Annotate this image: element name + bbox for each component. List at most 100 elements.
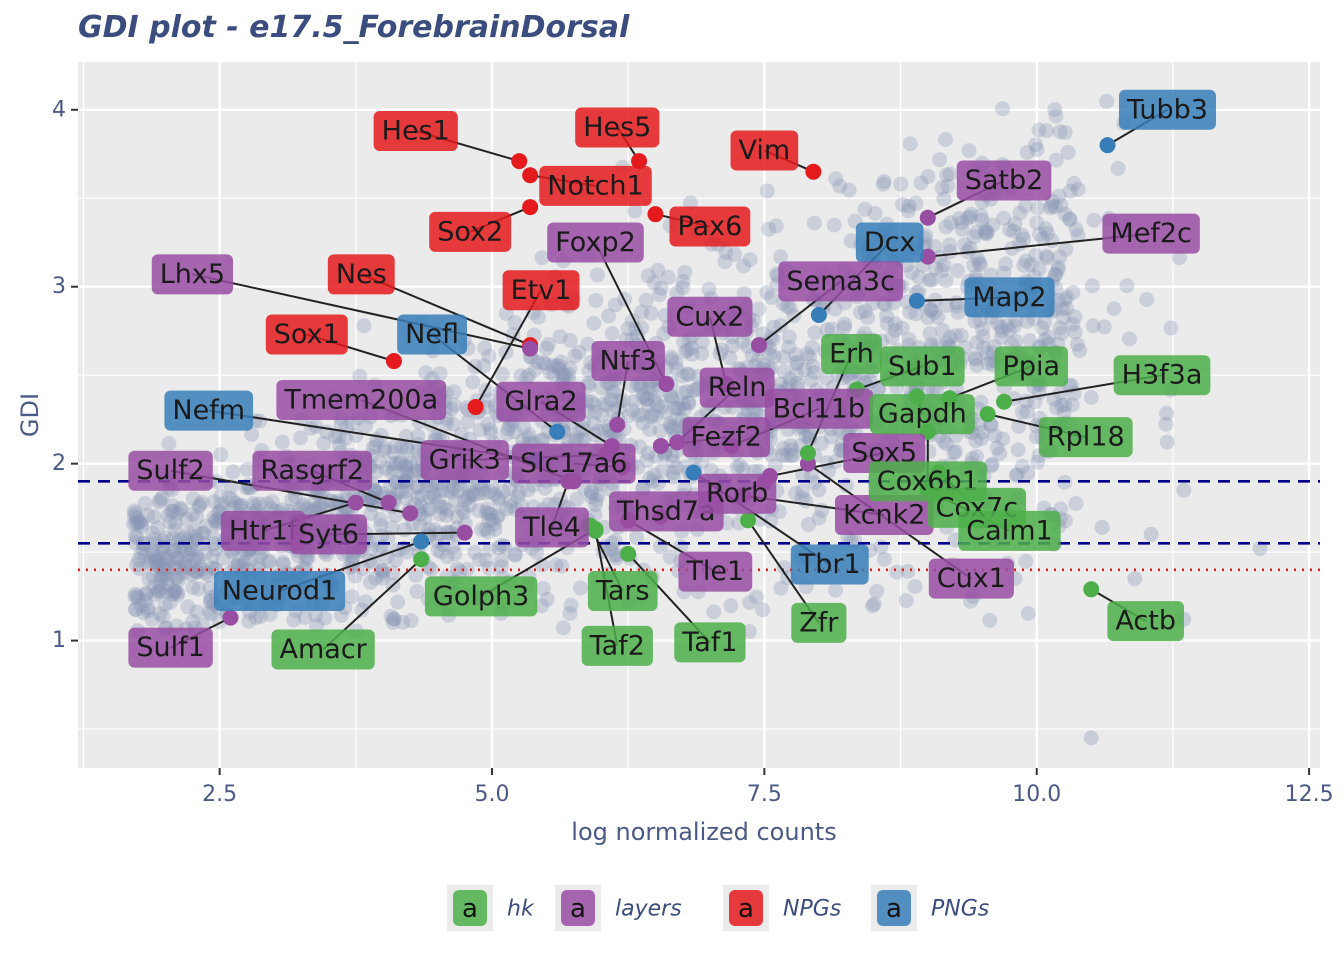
background-point <box>129 530 145 545</box>
label-box <box>869 394 975 435</box>
background-point <box>1020 606 1036 621</box>
label-box <box>502 270 580 311</box>
background-point <box>640 397 656 412</box>
gene-label-text: Vim <box>739 135 791 166</box>
background-point <box>837 319 852 335</box>
background-point <box>189 509 205 525</box>
background-point <box>954 215 970 231</box>
background-point <box>159 551 175 567</box>
legend-label: NPGs <box>783 897 841 922</box>
background-point <box>675 280 691 296</box>
label-etv1: Etv1 <box>502 270 580 311</box>
background-point <box>694 453 710 469</box>
label-nes: Nes <box>327 254 395 295</box>
background-point <box>749 404 765 420</box>
gene-label-text: Notch1 <box>547 170 643 201</box>
background-point <box>1062 211 1078 227</box>
background-point <box>399 439 414 455</box>
background-point <box>620 321 636 337</box>
background-point <box>445 416 461 432</box>
background-point <box>805 358 821 374</box>
background-point <box>191 499 207 515</box>
background-point <box>448 493 464 509</box>
gene-label-text: Tbr1 <box>798 549 861 580</box>
background-point <box>1049 400 1065 416</box>
background-point <box>783 448 799 464</box>
background-point <box>869 583 885 599</box>
background-point <box>184 534 200 550</box>
background-point <box>438 416 454 432</box>
background-point <box>819 455 835 471</box>
point-syt6 <box>456 524 473 541</box>
background-point <box>298 551 314 567</box>
background-point <box>901 331 917 347</box>
background-point <box>583 489 599 505</box>
background-point <box>666 469 682 485</box>
background-point <box>976 340 992 356</box>
background-point <box>1016 258 1032 273</box>
background-point <box>806 215 822 231</box>
background-point <box>658 404 674 420</box>
background-point <box>902 136 918 152</box>
background-point <box>507 424 523 440</box>
background-point <box>417 510 433 526</box>
label-amacr: Amacr <box>271 629 375 670</box>
gene-label-text: Slc17a6 <box>520 448 628 479</box>
label-glra2: Glra2 <box>496 381 586 422</box>
point-amacr <box>413 551 430 568</box>
background-point <box>317 610 333 626</box>
background-point <box>576 431 592 447</box>
background-point <box>241 613 257 629</box>
background-point <box>773 317 789 333</box>
point-htr1f <box>347 494 364 511</box>
background-point <box>200 567 216 583</box>
background-point <box>1014 404 1030 420</box>
background-point <box>227 495 243 511</box>
legend-key-swatch <box>877 890 911 926</box>
background-point <box>127 535 143 551</box>
background-point <box>755 602 771 618</box>
background-point <box>1038 221 1054 237</box>
background-point <box>126 508 142 524</box>
background-point <box>665 422 681 438</box>
background-point <box>1029 215 1045 231</box>
background-point <box>275 554 291 570</box>
gene-label-text: Htr1f <box>229 515 299 546</box>
background-point <box>384 456 400 471</box>
background-point <box>422 500 438 516</box>
background-point <box>645 473 660 489</box>
label-box <box>730 130 799 171</box>
background-point <box>472 422 488 438</box>
background-point <box>248 610 264 625</box>
gene-label-text: Tmem200a <box>283 384 438 415</box>
background-point <box>694 346 710 361</box>
background-point <box>521 368 537 383</box>
background-point <box>1040 225 1056 241</box>
background-point <box>1068 221 1084 237</box>
label-nefm: Nefm <box>164 390 254 431</box>
background-point <box>1059 289 1075 305</box>
background-point <box>867 206 883 221</box>
gene-label-text: Erh <box>829 338 874 369</box>
background-point <box>639 452 655 468</box>
background-point <box>969 449 984 464</box>
background-point <box>480 505 496 521</box>
background-point <box>252 413 268 429</box>
background-point <box>276 556 292 572</box>
y-tick-label: 1 <box>52 628 66 653</box>
background-point <box>644 409 660 425</box>
background-point <box>904 265 920 281</box>
background-point <box>356 318 372 334</box>
background-point <box>140 507 156 523</box>
label-box <box>682 417 771 458</box>
background-point <box>253 608 268 624</box>
background-point <box>624 378 640 394</box>
background-point <box>397 522 413 538</box>
point-taf2 <box>587 522 604 539</box>
background-point <box>742 252 758 268</box>
background-point <box>607 297 623 313</box>
background-point <box>171 572 187 588</box>
background-point <box>694 334 710 350</box>
label-box <box>778 261 903 302</box>
